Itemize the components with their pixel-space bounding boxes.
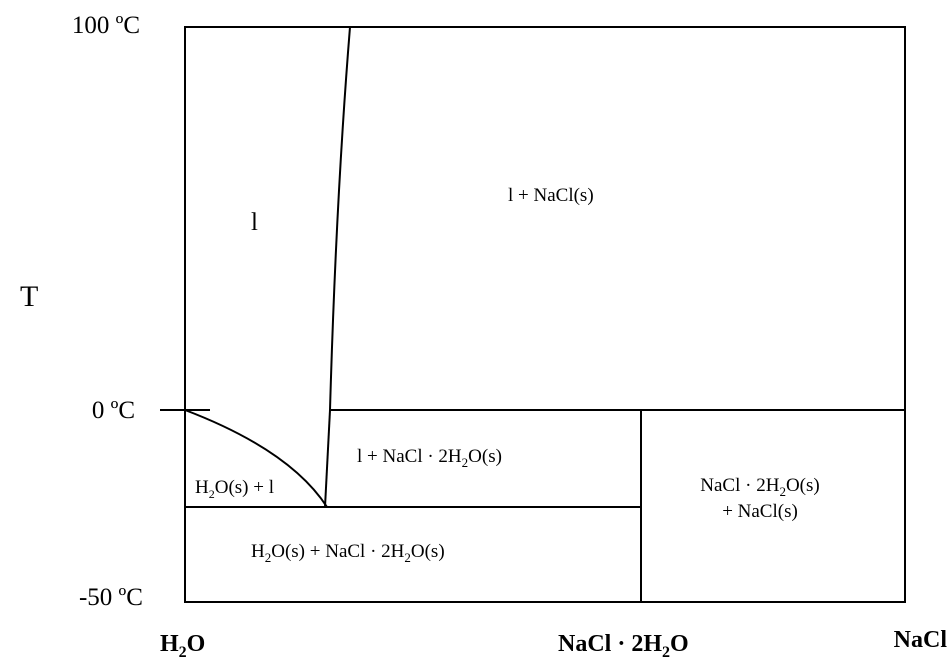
region-liquid-dihydrate: l + NaCl · 2H2O(s): [357, 446, 502, 470]
y-tick-100: 100 ºC: [72, 12, 140, 39]
diagram-frame: [184, 26, 906, 603]
ice-liquidus-curve: [184, 409, 328, 508]
nacl-liquidus-curve: [329, 26, 351, 411]
region-ice-liquid: H2O(s) + l: [195, 477, 274, 501]
region-liquid: l: [251, 209, 258, 236]
y-tick-minus-50: -50 ºC: [79, 584, 143, 611]
region-liquid-nacl: l + NaCl(s): [508, 185, 594, 206]
x-label-water: H2O: [160, 631, 205, 659]
y-axis-title: T: [20, 280, 38, 313]
x-label-nacl: NaCl: [894, 627, 948, 653]
region-dihydrate-nacl-line1: NaCl · 2H2O(s): [700, 475, 819, 499]
x-label-dihydrate: NaCl · 2H2O: [558, 631, 689, 659]
region-ice-dihydrate: H2O(s) + NaCl · 2H2O(s): [251, 541, 445, 565]
dihydrate-liquidus-line: [324, 409, 331, 508]
region-dihydrate-nacl-line2: + NaCl(s): [722, 501, 798, 522]
y-tick-0: 0 ºC: [92, 397, 135, 424]
